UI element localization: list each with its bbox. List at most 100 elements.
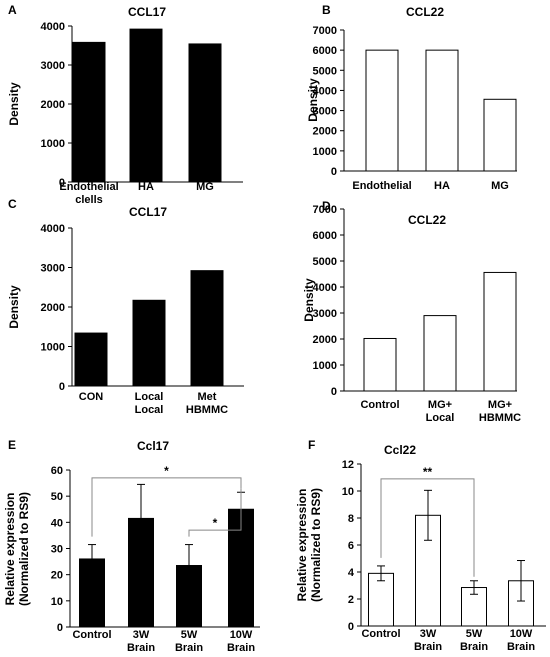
- y-tick-label: 20: [51, 570, 63, 582]
- y-axis-label: Relative expression: [3, 493, 17, 606]
- y-tick-label: 2000: [313, 126, 337, 138]
- bar: [423, 315, 457, 392]
- significance-bracket: [188, 488, 242, 537]
- y-tick-label: 1000: [313, 360, 337, 372]
- y-tick-label: 7000: [313, 204, 337, 216]
- chart-title: Ccl17: [137, 439, 169, 453]
- chart-title: CCL22: [406, 5, 444, 19]
- significance-label: **: [423, 465, 433, 479]
- x-tick-label: MG: [491, 180, 509, 192]
- x-tick-label: Brain: [175, 642, 203, 654]
- x-tick-label: Met: [198, 391, 217, 403]
- panel-label: C: [8, 197, 17, 211]
- y-tick-label: 6000: [313, 45, 337, 57]
- y-tick-label: 4: [348, 567, 355, 579]
- y-tick-label: 2: [348, 594, 354, 606]
- x-tick-label: HA: [138, 181, 154, 193]
- y-tick-label: 1000: [41, 138, 65, 150]
- chart-title: CCL17: [128, 5, 166, 19]
- y-axis-label: (Normalized to RS9): [17, 492, 31, 606]
- y-tick-label: 10: [51, 596, 63, 608]
- y-tick-label: 4000: [313, 85, 337, 97]
- y-tick-label: 5000: [313, 256, 337, 268]
- significance-label: *: [164, 464, 169, 478]
- significance-bracket: [91, 477, 242, 537]
- y-tick-label: 1000: [313, 146, 337, 158]
- y-tick-label: 30: [51, 544, 63, 556]
- x-tick-label: Local: [426, 412, 455, 424]
- chart-panel-E: E Ccl17 0 10 20 30 40 50 60 Relative expression (N…: [3, 438, 260, 654]
- y-tick-label: 3000: [41, 60, 65, 72]
- y-tick-label: 6: [348, 540, 354, 552]
- x-tick-label: MG+: [488, 399, 512, 411]
- y-tick-label: 0: [348, 621, 354, 633]
- panel-label: E: [8, 438, 16, 452]
- y-tick-label: 40: [51, 517, 63, 529]
- y-tick-label: 6000: [313, 230, 337, 242]
- y-tick-label: 60: [51, 465, 63, 477]
- x-tick-label: Brain: [507, 641, 535, 653]
- x-tick-label: MG+: [428, 399, 452, 411]
- y-tick-label: 3000: [313, 106, 337, 118]
- bar: [72, 41, 106, 183]
- significance-bracket: [380, 478, 475, 577]
- x-tick-label: MG: [196, 181, 214, 193]
- panel-label: B: [322, 3, 331, 17]
- bar: [483, 98, 517, 172]
- bar: [132, 299, 166, 387]
- y-tick-label: 4000: [41, 223, 65, 235]
- y-tick-label: 3000: [41, 263, 65, 275]
- y-axis-label: (Normalized to RS9): [309, 488, 323, 602]
- x-tick-label: Control: [360, 399, 399, 411]
- chart-title: Ccl22: [384, 443, 416, 457]
- x-tick-label: 5W: [466, 628, 483, 640]
- y-tick-label: 8: [348, 513, 354, 525]
- bar: [483, 271, 517, 392]
- x-tick-label: clells: [75, 194, 103, 206]
- chart-title: CCL22: [408, 213, 446, 227]
- x-tick-label: Brain: [127, 642, 155, 654]
- x-tick-label: HBMMC: [479, 412, 521, 424]
- y-tick-label: 4000: [41, 21, 65, 33]
- y-tick-label: 0: [57, 622, 63, 634]
- y-tick-label: 0: [59, 381, 65, 393]
- bar: [74, 332, 108, 387]
- x-tick-label: 10W: [510, 628, 533, 640]
- x-tick-label: Control: [361, 628, 400, 640]
- y-tick-label: 2000: [41, 302, 65, 314]
- bar: [365, 49, 399, 172]
- chart-panel-A: A CCL17 0 1000 2000 3000 4000 Density Endothelia…: [7, 3, 243, 206]
- x-tick-label: 3W: [133, 629, 150, 641]
- x-tick-label: HA: [434, 180, 450, 192]
- y-tick-label: 12: [342, 459, 354, 471]
- bar: [363, 337, 397, 392]
- bar: [129, 28, 163, 183]
- x-tick-label: Local: [135, 391, 164, 403]
- y-axis-label: Relative expression: [295, 489, 309, 602]
- y-tick-label: 10: [342, 486, 354, 498]
- chart-panel-C: C CCL17 0 1000 2000 3000 4000 Density CON LocalLo…: [7, 197, 244, 416]
- x-tick-label: 10W: [230, 629, 253, 641]
- y-tick-label: 3000: [313, 308, 337, 320]
- x-tick-label: 5W: [181, 629, 198, 641]
- y-tick-label: 50: [51, 491, 63, 503]
- bar: [188, 43, 222, 183]
- y-tick-label: 4000: [313, 282, 337, 294]
- bar: [190, 270, 224, 387]
- x-tick-label: 3W: [420, 628, 437, 640]
- chart-panel-D: D CCL22 0 1000 2000 3000 4000 5000 6000 7000 Densi…: [302, 199, 521, 424]
- bar: [368, 572, 394, 627]
- chart-panel-F: F Ccl22 0 2 4 6 8 10 12 Relative expression (Norma…: [295, 438, 546, 653]
- x-tick-label: HBMMC: [186, 404, 228, 416]
- x-tick-label: Control: [72, 629, 111, 641]
- y-axis-label: Density: [306, 78, 320, 122]
- bar: [425, 49, 459, 172]
- chart-panel-B: B CCL22 0 1000 2000 3000 4000 5000 6000 7000 Densi…: [306, 3, 517, 192]
- x-tick-label: Local: [135, 404, 164, 416]
- x-tick-label: CON: [79, 391, 104, 403]
- y-tick-label: 2000: [313, 334, 337, 346]
- y-tick-label: 0: [331, 386, 337, 398]
- panel-label: D: [322, 199, 331, 213]
- y-tick-label: 1000: [41, 342, 65, 354]
